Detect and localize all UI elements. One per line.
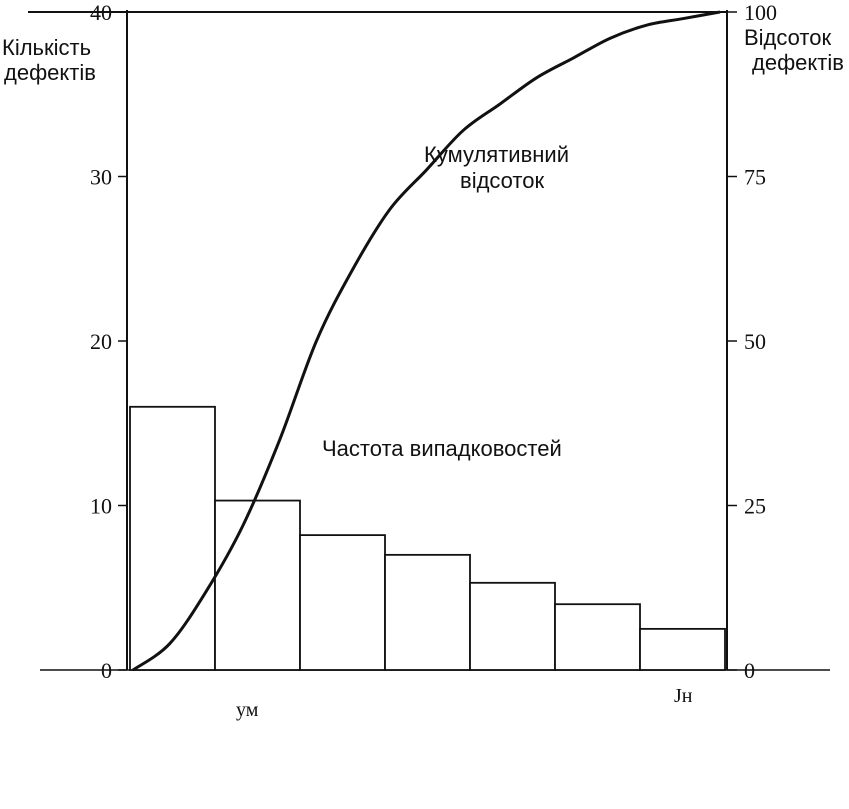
right-tick-label: 0 <box>744 658 755 683</box>
bar-5 <box>469 581 556 671</box>
cumulative-annotation-line1: Кумулятивний <box>424 142 569 167</box>
bar-2 <box>214 499 301 671</box>
left-axis-ticks: 0 10 20 30 40 <box>90 0 127 683</box>
bar-7 <box>639 627 726 671</box>
left-tick-label: 20 <box>90 329 112 354</box>
x-fragment-right: Jн <box>674 685 693 707</box>
cumulative-annotation-line2: відсоток <box>460 168 544 193</box>
bars <box>129 405 726 671</box>
bar-1 <box>129 405 216 671</box>
right-tick-label: 100 <box>744 0 777 25</box>
bar-4 <box>384 553 471 671</box>
right-axis-title-line2: дефектів <box>752 50 844 75</box>
cumulative-percent-line <box>132 10 721 672</box>
right-axis-ticks: 0 25 50 75 100 <box>727 0 777 683</box>
right-tick-label: 50 <box>744 329 766 354</box>
frequency-annotation: Частота випадковостей <box>322 436 562 461</box>
right-tick-label: 25 <box>744 494 766 519</box>
left-axis-title-line1: Кількість <box>2 35 91 60</box>
bar-3 <box>299 534 386 671</box>
right-axis-title-line1: Відсоток <box>744 25 831 50</box>
bar-6 <box>554 603 641 671</box>
right-tick-label: 75 <box>744 165 766 190</box>
x-fragment-left: ум <box>236 699 259 721</box>
left-axis-title-line2: дефектів <box>4 60 96 85</box>
left-tick-label: 10 <box>90 494 112 519</box>
left-tick-label: 30 <box>90 165 112 190</box>
left-tick-label: 40 <box>90 0 112 25</box>
left-tick-label: 0 <box>101 658 112 683</box>
